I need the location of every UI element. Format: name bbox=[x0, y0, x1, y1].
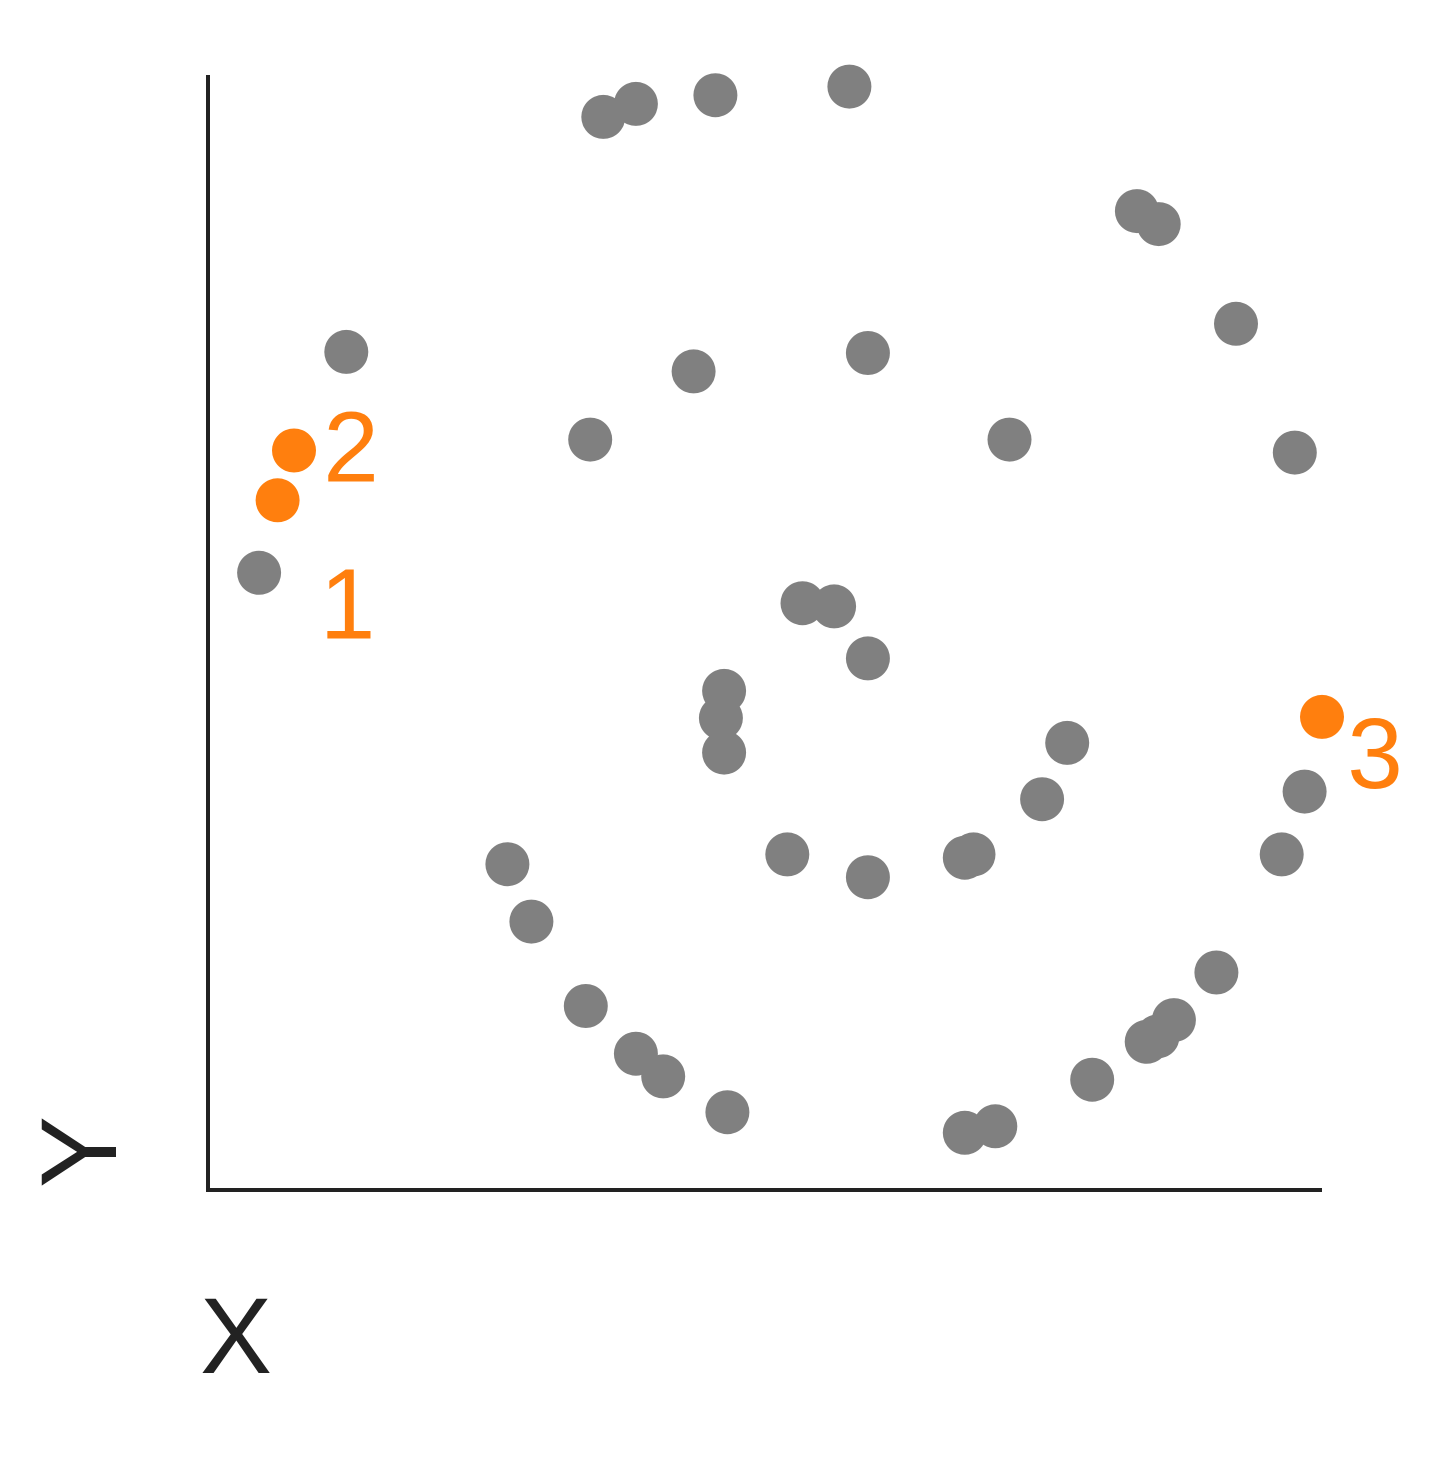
highlighted-point-1 bbox=[255, 478, 300, 523]
data-point bbox=[671, 349, 716, 394]
data-point bbox=[693, 73, 738, 118]
data-point bbox=[641, 1054, 686, 1099]
data-point bbox=[1272, 430, 1317, 475]
data-point bbox=[845, 636, 890, 681]
data-point bbox=[1194, 950, 1239, 995]
data-point bbox=[1045, 720, 1090, 765]
data-point bbox=[1020, 777, 1065, 822]
data-point bbox=[485, 842, 530, 887]
data-point bbox=[845, 855, 890, 900]
point-label-1: 1 bbox=[320, 548, 376, 660]
data-point bbox=[509, 899, 554, 944]
data-point bbox=[705, 1090, 750, 1135]
data-point bbox=[1151, 998, 1196, 1043]
labels-layer: 1 2 3 bbox=[320, 392, 1403, 810]
data-point bbox=[237, 550, 282, 595]
x-axis-title: X bbox=[200, 1275, 272, 1396]
data-point bbox=[827, 64, 872, 109]
data-point bbox=[812, 584, 857, 629]
highlighted-point-3 bbox=[1300, 694, 1344, 739]
point-label-2: 2 bbox=[323, 392, 379, 504]
data-point bbox=[1136, 202, 1181, 247]
data-point bbox=[1259, 832, 1304, 877]
data-point bbox=[780, 581, 825, 626]
data-point bbox=[942, 835, 987, 880]
data-point bbox=[1282, 769, 1327, 814]
data-point bbox=[845, 331, 890, 375]
data-point bbox=[702, 730, 747, 775]
data-point bbox=[698, 696, 743, 740]
points-layer bbox=[237, 64, 1344, 1155]
data-point bbox=[324, 329, 369, 374]
data-point bbox=[613, 81, 658, 126]
data-point bbox=[1214, 301, 1258, 346]
highlighted-point-2 bbox=[272, 428, 316, 473]
data-point bbox=[1070, 1057, 1115, 1102]
data-point bbox=[973, 1104, 1018, 1149]
data-point bbox=[765, 832, 810, 877]
data-point bbox=[987, 417, 1032, 462]
y-axis-title: Y bbox=[18, 1116, 139, 1188]
data-point bbox=[563, 984, 608, 1028]
point-label-3: 3 bbox=[1347, 698, 1403, 810]
data-point bbox=[568, 417, 613, 462]
